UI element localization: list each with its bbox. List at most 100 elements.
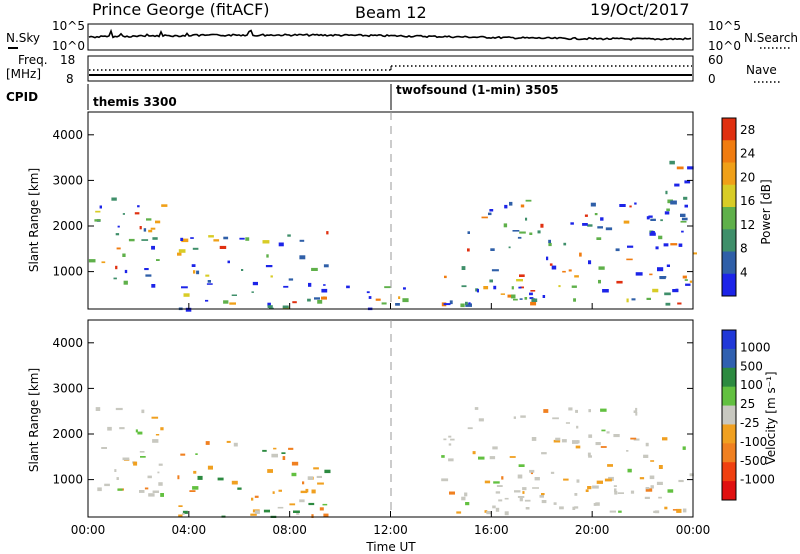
scatter-cell [448, 435, 452, 438]
noise-left-tick-bottom: 10^0 [52, 39, 85, 53]
scatter-cell [148, 229, 153, 233]
noise-sky-label: N.Sky [6, 31, 40, 45]
scatter-cell [588, 455, 592, 458]
scatter-cell [598, 266, 605, 270]
velocity-yaxis: 4000 3000 2000 1000 [52, 336, 693, 487]
cpid-program-2: twofsound (1-min) 3505 [396, 83, 559, 97]
scatter-cell [665, 302, 671, 306]
scatter-cell [278, 242, 284, 247]
colorbar-tick-label: 16 [740, 194, 755, 208]
scatter-cell [151, 245, 155, 250]
scatter-cell [492, 505, 496, 509]
scatter-cell [531, 298, 538, 302]
x-tick-label: 12:00 [373, 523, 408, 537]
scatter-cell [626, 298, 629, 303]
scatter-cell [507, 294, 512, 298]
scatter-cell [267, 302, 271, 307]
scatter-cell [568, 269, 572, 272]
scatter-cell [206, 283, 213, 285]
colorbar-segment [722, 229, 736, 252]
power-colorbar: 28 24 20 16 12 8 4 [721, 117, 755, 297]
scatter-cell [185, 307, 192, 312]
scatter-cell [685, 283, 691, 286]
scatter-cell [270, 275, 273, 278]
scatter-cell [465, 502, 470, 506]
scatter-cell [488, 212, 492, 216]
noise-right-tick-top: 10^5 [708, 19, 741, 33]
scatter-cell [496, 485, 503, 487]
scatter-cell [177, 252, 182, 256]
power-ylabel: Slant Range [km] [27, 168, 41, 272]
scatter-cell [605, 227, 613, 231]
scatter-cell [375, 298, 381, 301]
colorbar-tick-label: -100 [740, 435, 767, 449]
scatter-cell [123, 280, 128, 285]
scatter-cell [137, 431, 143, 435]
scatter-cell [207, 280, 211, 283]
y-tick-label: 4000 [52, 128, 83, 142]
y-tick-label: 4000 [52, 336, 83, 350]
scatter-cell [217, 477, 224, 481]
scatter-cell [681, 230, 684, 233]
scatter-cell [116, 477, 119, 480]
scatter-cell [180, 453, 186, 456]
scatter-cell [574, 506, 579, 509]
scatter-cell [449, 491, 455, 495]
scatter-cell [645, 442, 649, 447]
scatter-cell [178, 514, 183, 518]
colorbar-segment [722, 207, 736, 230]
scatter-cell [321, 288, 328, 293]
scatter-cell [662, 437, 668, 441]
scatter-cell [107, 426, 112, 431]
scatter-cell [141, 239, 149, 241]
scatter-cell [495, 491, 501, 494]
scatter-cell [511, 286, 514, 290]
scatter-cell [614, 488, 617, 493]
colorbar-segment [722, 140, 736, 163]
scatter-cell [128, 238, 135, 242]
scatter-cell [683, 196, 688, 200]
scatter-cell [559, 506, 564, 510]
scatter-cell [552, 417, 559, 420]
scatter-cell [678, 243, 683, 247]
y-tick-label: 3000 [52, 381, 83, 395]
scatter-cell [658, 465, 663, 469]
scatter-cell [134, 212, 140, 215]
scatter-cell [561, 439, 567, 443]
scatter-cell [282, 305, 289, 309]
scatter-cell [635, 411, 638, 416]
freq-right-tick-bottom: 0 [708, 72, 716, 86]
colorbar-tick-label: 25 [740, 397, 755, 411]
scatter-cell [553, 439, 561, 443]
scatter-cell [114, 469, 117, 472]
scatter-cell [316, 475, 322, 478]
scatter-cell [663, 243, 669, 247]
scatter-cell [486, 511, 492, 515]
scatter-cell [534, 477, 540, 481]
colorbar-segment [722, 184, 736, 208]
scatter-cell [197, 475, 203, 480]
scatter-cell [302, 481, 305, 485]
scatter-cell [631, 298, 636, 301]
scatter-cell [509, 201, 513, 206]
scatter-cell [317, 299, 323, 304]
scatter-cell [311, 514, 314, 518]
scatter-cell [629, 205, 632, 208]
scatter-cell [513, 298, 518, 301]
scatter-cell [512, 230, 520, 232]
scatter-cell [193, 270, 196, 274]
noise-right-tick-bottom: 10^0 [708, 39, 741, 53]
scatter-cell [226, 440, 231, 443]
scatter-cell [177, 475, 180, 480]
scatter-cell [529, 292, 533, 296]
scatter-cell [519, 497, 523, 502]
scatter-cell [94, 219, 101, 222]
scatter-cell [205, 441, 210, 445]
scatter-cell [288, 278, 294, 281]
scatter-cell [616, 280, 623, 284]
scatter-cell [192, 486, 199, 490]
scatter-cell [600, 446, 607, 448]
scatter-cell [596, 237, 602, 240]
scatter-cell [519, 298, 523, 300]
scatter-cell [652, 288, 659, 293]
